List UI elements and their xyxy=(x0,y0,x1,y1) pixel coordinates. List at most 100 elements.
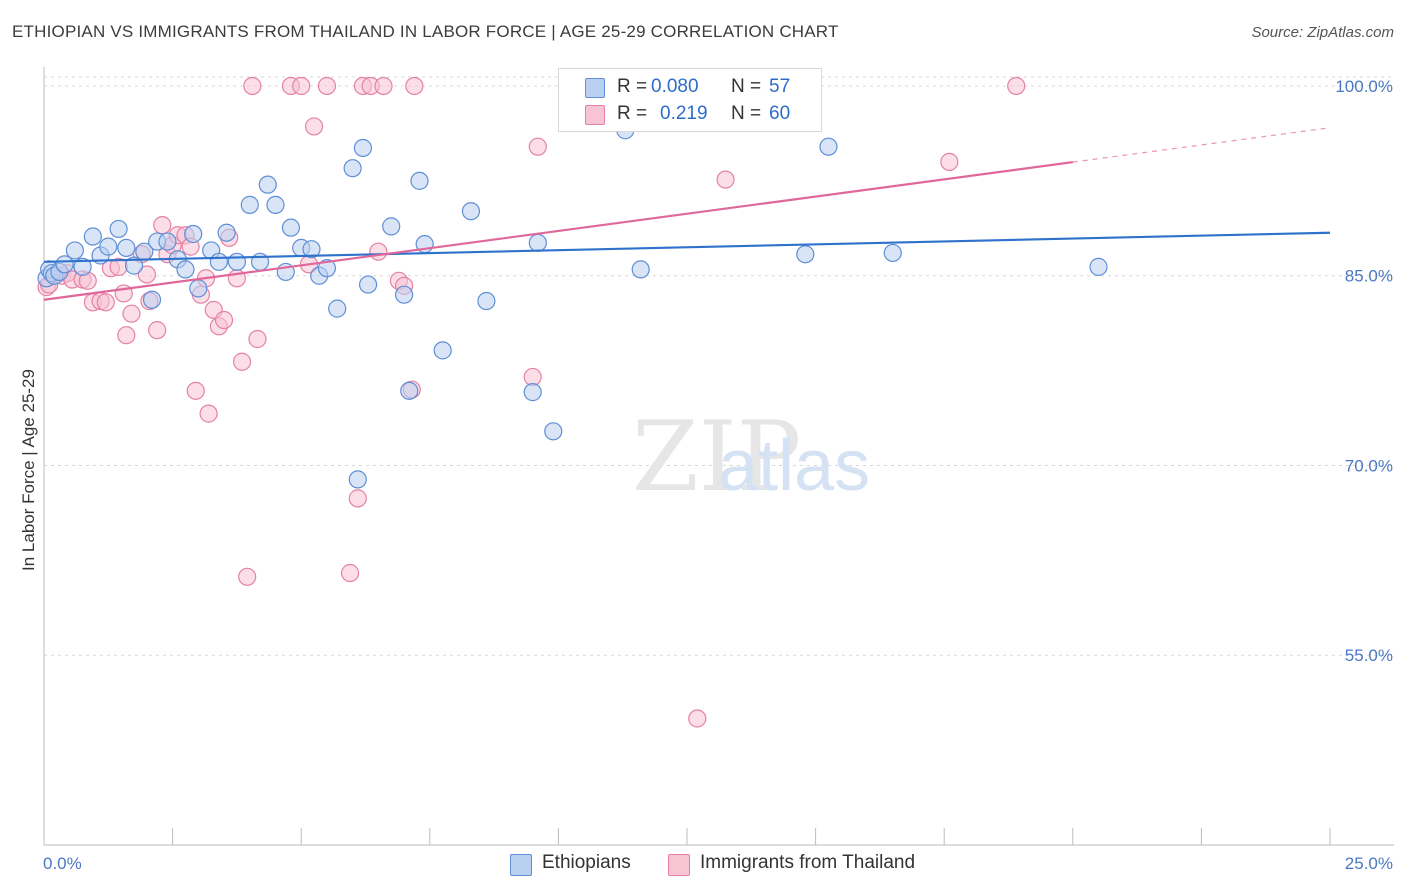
ethiopian-point xyxy=(189,279,208,298)
thailand-point xyxy=(348,489,367,508)
y-tick-label: 55.0% xyxy=(1345,646,1393,665)
thailand-trend-line xyxy=(43,161,1073,301)
y-axis-label: In Labor Force | Age 25-29 xyxy=(19,369,38,571)
legend-swatch-blue xyxy=(585,78,605,98)
legend-swatch-blue xyxy=(510,854,532,876)
ethiopian-point xyxy=(281,218,301,237)
ethiopian-point xyxy=(266,195,285,214)
ethiopian-point xyxy=(353,138,373,158)
ethiopian-point xyxy=(209,252,228,271)
ethiopian-point xyxy=(410,171,429,190)
thailand-point xyxy=(137,265,156,284)
legend-n-value: 57 xyxy=(769,76,791,97)
ethiopian-point xyxy=(883,243,902,263)
ethiopian-point xyxy=(217,223,236,242)
thailand-point xyxy=(96,293,115,312)
y-tick-label: 100.0% xyxy=(1335,77,1393,96)
thailand-point xyxy=(688,709,707,728)
ethiopian-point xyxy=(176,260,195,279)
thailand-point xyxy=(292,76,311,96)
legend-r-label: R = xyxy=(617,103,648,124)
ethiopian-point xyxy=(394,285,414,304)
series-legend: Ethiopians Immigrants from Thailand xyxy=(0,852,1406,878)
ethiopian-point xyxy=(631,260,650,279)
ethiopian-point xyxy=(109,219,128,239)
watermark-zip: ZIP xyxy=(632,401,801,513)
chart-title: ETHIOPIAN VS IMMIGRANTS FROM THAILAND IN… xyxy=(12,22,839,41)
y-tick-label: 70.0% xyxy=(1345,456,1393,475)
legend-row-thailand: R = 0.219 N = 60 xyxy=(559,102,821,128)
ethiopian-point xyxy=(819,137,838,156)
thailand-point xyxy=(374,76,393,96)
legend-r-value: 0.080 xyxy=(651,76,699,97)
axis-layer: 100.0% 85.0% 70.0% 55.0% 0.0% 25.0% xyxy=(43,67,1394,873)
thailand-point xyxy=(1007,76,1026,96)
ethiopian-point xyxy=(328,299,347,318)
legend-row-ethiopians: R = 0.080 N = 57 xyxy=(559,75,821,101)
ethiopian-point xyxy=(73,257,92,276)
x-tick-label: 0.0% xyxy=(43,854,82,873)
thailand-point xyxy=(523,367,542,387)
legend-swatch-pink xyxy=(668,854,690,876)
series-ethiopians-points xyxy=(37,121,1108,489)
thailand-point xyxy=(214,310,234,330)
ethiopian-point xyxy=(382,217,401,236)
ethiopian-point xyxy=(348,470,367,489)
thailand-point xyxy=(238,567,257,586)
ethiopian-point xyxy=(117,238,136,258)
legend-label: Immigrants from Thailand xyxy=(700,852,916,873)
correlation-legend: R = 0.080 N = 57 R = 0.219 N = 60 xyxy=(558,68,822,132)
thailand-point xyxy=(304,117,324,136)
thailand-point xyxy=(340,563,360,583)
ethiopian-point xyxy=(544,422,563,441)
ethiopian-point xyxy=(343,159,362,178)
thailand-trend-extension xyxy=(1072,127,1331,163)
thailand-point xyxy=(317,76,337,96)
ethiopian-point xyxy=(142,290,162,309)
ethiopian-point xyxy=(523,383,542,402)
ethiopian-point xyxy=(65,241,84,260)
thailand-point xyxy=(248,329,267,349)
legend-n-label: N = xyxy=(731,103,762,124)
thailand-point xyxy=(232,352,252,371)
legend-label: Ethiopians xyxy=(542,852,631,873)
ethiopian-point xyxy=(302,240,321,259)
ethiopian-trend-line xyxy=(43,231,1331,263)
thailand-point xyxy=(940,152,959,171)
legend-n-value: 60 xyxy=(769,103,791,124)
ethiopian-point xyxy=(1089,257,1108,276)
ethiopian-point xyxy=(477,291,496,311)
thailand-point xyxy=(716,170,735,189)
legend-r-label: R = xyxy=(617,76,648,97)
ethiopian-point xyxy=(400,381,419,400)
ethiopian-point xyxy=(227,252,246,271)
ethiopian-point xyxy=(83,227,102,246)
ethiopian-point xyxy=(184,224,203,244)
ethiopian-point xyxy=(433,341,452,360)
legend-n-label: N = xyxy=(731,76,762,97)
ethiopian-point xyxy=(55,255,74,274)
legend-swatch-pink xyxy=(585,105,605,125)
x-tick-label: 25.0% xyxy=(1345,854,1393,873)
source-credit: Source: ZipAtlas.com xyxy=(1251,24,1394,41)
thailand-point xyxy=(199,404,218,423)
thailand-point xyxy=(122,304,141,323)
legend-r-value: 0.219 xyxy=(660,103,708,124)
ethiopian-point xyxy=(317,259,337,278)
thailand-point xyxy=(369,242,388,261)
watermark: ZIP atlas xyxy=(632,401,870,513)
thailand-point xyxy=(405,76,424,96)
thailand-point xyxy=(117,326,136,345)
ethiopian-point xyxy=(796,245,815,264)
ethiopian-point xyxy=(258,175,277,194)
ethiopian-point xyxy=(99,237,118,256)
ethiopian-point xyxy=(461,202,481,221)
thailand-point xyxy=(153,216,172,235)
trend-lines xyxy=(43,127,1331,301)
thailand-point xyxy=(243,76,262,96)
thailand-point xyxy=(148,321,167,340)
ethiopian-point xyxy=(240,195,259,214)
y-tick-label: 85.0% xyxy=(1345,267,1393,286)
thailand-point xyxy=(528,137,547,156)
